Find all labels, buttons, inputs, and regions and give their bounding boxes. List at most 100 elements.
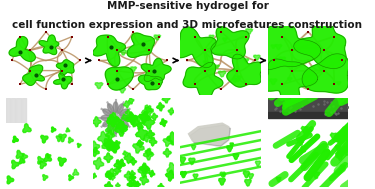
Polygon shape bbox=[138, 75, 162, 90]
Polygon shape bbox=[158, 184, 164, 189]
Polygon shape bbox=[218, 71, 226, 77]
Polygon shape bbox=[115, 123, 128, 136]
Polygon shape bbox=[133, 141, 144, 153]
Polygon shape bbox=[116, 183, 120, 188]
Polygon shape bbox=[105, 172, 111, 177]
Polygon shape bbox=[344, 148, 348, 153]
Polygon shape bbox=[220, 172, 225, 177]
Polygon shape bbox=[255, 161, 261, 166]
Polygon shape bbox=[222, 174, 226, 177]
Polygon shape bbox=[288, 78, 292, 81]
Polygon shape bbox=[330, 133, 338, 141]
Polygon shape bbox=[44, 154, 51, 162]
Polygon shape bbox=[120, 109, 128, 116]
Polygon shape bbox=[154, 35, 160, 40]
Polygon shape bbox=[294, 16, 346, 68]
Polygon shape bbox=[302, 54, 349, 93]
Polygon shape bbox=[211, 27, 249, 59]
Polygon shape bbox=[193, 174, 198, 179]
Polygon shape bbox=[188, 123, 229, 144]
Polygon shape bbox=[215, 65, 219, 68]
Polygon shape bbox=[131, 180, 138, 188]
Polygon shape bbox=[168, 108, 174, 115]
Polygon shape bbox=[40, 161, 46, 169]
Polygon shape bbox=[279, 57, 286, 62]
Polygon shape bbox=[129, 174, 136, 181]
Polygon shape bbox=[140, 163, 149, 174]
Polygon shape bbox=[7, 176, 14, 184]
Polygon shape bbox=[297, 94, 303, 101]
Bar bbox=[22, 98, 26, 123]
Polygon shape bbox=[93, 35, 126, 66]
Polygon shape bbox=[9, 37, 35, 61]
Polygon shape bbox=[340, 165, 345, 170]
Polygon shape bbox=[47, 154, 51, 158]
Polygon shape bbox=[136, 116, 141, 122]
Polygon shape bbox=[142, 116, 154, 129]
Polygon shape bbox=[117, 122, 124, 132]
Polygon shape bbox=[223, 38, 227, 41]
Polygon shape bbox=[146, 106, 152, 113]
Polygon shape bbox=[180, 172, 186, 178]
Bar bbox=[16, 98, 21, 123]
Polygon shape bbox=[135, 181, 141, 188]
Polygon shape bbox=[51, 127, 56, 132]
Polygon shape bbox=[342, 127, 350, 136]
Polygon shape bbox=[106, 169, 116, 179]
Polygon shape bbox=[124, 153, 134, 163]
Polygon shape bbox=[350, 132, 358, 141]
Text: MMP-sensitive hydrogel for: MMP-sensitive hydrogel for bbox=[106, 1, 268, 11]
Polygon shape bbox=[41, 135, 48, 143]
Polygon shape bbox=[56, 60, 74, 75]
Polygon shape bbox=[167, 163, 178, 175]
Polygon shape bbox=[117, 121, 128, 133]
Polygon shape bbox=[113, 123, 118, 134]
Polygon shape bbox=[164, 148, 171, 157]
Polygon shape bbox=[126, 112, 138, 125]
Polygon shape bbox=[357, 140, 364, 148]
Polygon shape bbox=[166, 132, 178, 145]
Polygon shape bbox=[335, 145, 341, 151]
Polygon shape bbox=[106, 140, 118, 152]
Polygon shape bbox=[108, 113, 120, 126]
Polygon shape bbox=[114, 167, 121, 174]
Polygon shape bbox=[313, 172, 319, 179]
Polygon shape bbox=[144, 166, 150, 173]
Polygon shape bbox=[58, 157, 66, 166]
Polygon shape bbox=[192, 146, 196, 150]
Polygon shape bbox=[104, 140, 113, 150]
Polygon shape bbox=[149, 138, 157, 146]
Polygon shape bbox=[39, 35, 59, 55]
Polygon shape bbox=[337, 81, 341, 85]
Polygon shape bbox=[219, 178, 225, 185]
Polygon shape bbox=[77, 143, 81, 147]
Polygon shape bbox=[233, 154, 239, 160]
Polygon shape bbox=[270, 79, 277, 85]
Polygon shape bbox=[126, 110, 131, 116]
Polygon shape bbox=[54, 73, 72, 89]
Polygon shape bbox=[151, 113, 157, 120]
Polygon shape bbox=[120, 115, 130, 120]
Polygon shape bbox=[95, 83, 103, 89]
Polygon shape bbox=[203, 61, 208, 64]
Polygon shape bbox=[38, 156, 44, 164]
Polygon shape bbox=[117, 104, 124, 113]
Polygon shape bbox=[285, 98, 290, 103]
Polygon shape bbox=[227, 146, 232, 152]
Polygon shape bbox=[103, 109, 111, 116]
Polygon shape bbox=[276, 177, 281, 182]
Polygon shape bbox=[308, 78, 315, 84]
Polygon shape bbox=[144, 149, 154, 160]
Bar bbox=[268, 112, 348, 118]
Bar bbox=[268, 98, 348, 112]
Polygon shape bbox=[12, 160, 19, 169]
Polygon shape bbox=[92, 117, 101, 127]
Polygon shape bbox=[162, 94, 170, 103]
Polygon shape bbox=[103, 120, 111, 127]
Polygon shape bbox=[105, 67, 134, 90]
Polygon shape bbox=[69, 175, 74, 180]
Polygon shape bbox=[69, 137, 74, 143]
Polygon shape bbox=[254, 55, 260, 60]
Polygon shape bbox=[130, 115, 136, 123]
Polygon shape bbox=[128, 98, 134, 104]
